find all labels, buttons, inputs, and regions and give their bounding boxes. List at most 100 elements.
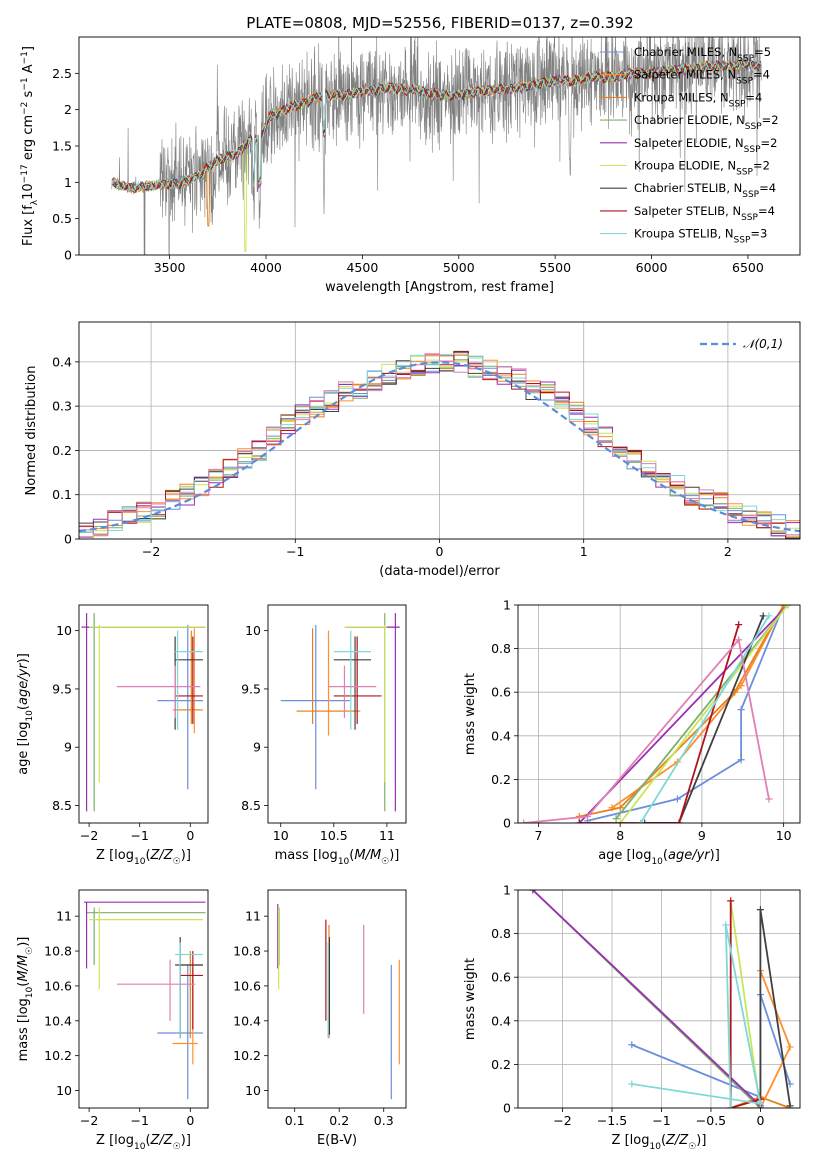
series-line [729, 900, 762, 1108]
series-marker [616, 804, 624, 812]
x-tick-label: 0 [186, 828, 194, 843]
y-tick-label: 0 [64, 532, 72, 547]
legend-entry: Kroupa MILES, NSSP=4 [634, 90, 762, 109]
y-axis-label: mass weight [463, 673, 478, 755]
y-axis-label: Normed distribution [24, 366, 39, 496]
x-tick-label: 0 [436, 544, 444, 559]
label-part: Z/Z [665, 1133, 689, 1148]
label-part: age [log [16, 722, 31, 775]
model-8 [111, 58, 761, 192]
legend-entry: Chabrier MILES, NSSP=5 [634, 45, 771, 64]
label-part: =3 [750, 227, 767, 241]
label-part: )] [181, 1133, 191, 1148]
model-5 [111, 60, 761, 252]
y-tick-label: 0.6 [491, 970, 511, 985]
label-part: M/M [16, 955, 31, 982]
y-tick-label: 0.5 [52, 211, 72, 226]
label-part: Z/Z [150, 1133, 174, 1148]
series-marker [628, 1080, 636, 1088]
y-tick-label: 8.5 [241, 798, 261, 813]
label-part: Z/Z [150, 848, 174, 863]
series-marker [727, 1104, 735, 1108]
x-tick-label: 0.3 [374, 1113, 394, 1128]
series-marker [722, 921, 730, 929]
legend-entry: 𝒩(0,1) [743, 337, 783, 351]
series-marker [529, 890, 537, 894]
x-tick-label: 10.5 [320, 828, 348, 843]
y-tick-label: 10 [245, 623, 261, 638]
label-part: 10 [134, 857, 146, 867]
series-marker [786, 1043, 794, 1051]
model-7 [111, 59, 762, 194]
y-tick-label: 8.5 [52, 798, 72, 813]
series-marker [628, 1041, 636, 1049]
y-tick-label: 0.2 [491, 1057, 511, 1072]
label-part: ☉ [25, 947, 35, 955]
plot-area [277, 903, 400, 1100]
x-tick-label: −1.5 [597, 1113, 627, 1128]
legend-entry: Chabrier STELIB, NSSP=4 [634, 181, 776, 200]
y-tick-label: 10 [56, 1083, 72, 1098]
series-marker [637, 819, 645, 823]
label-part: =4 [745, 90, 762, 104]
label-part: ( [349, 848, 354, 863]
label-part: SSP [736, 77, 753, 87]
x-tick-label: −2 [80, 1113, 98, 1128]
label-part: ] [21, 46, 36, 51]
y-tick-label: 11 [56, 909, 72, 924]
y-tick-label: 0.4 [491, 1013, 511, 1028]
plot-area [79, 350, 800, 539]
axes-frame [517, 889, 801, 1109]
x-axis-label: Z [log10(Z/Z☉)] [612, 1133, 707, 1152]
y-tick-label: 0 [64, 248, 72, 263]
x-tick-label: −1 [130, 1113, 148, 1128]
label-part: Salpeter MILES, N [634, 68, 736, 82]
label-part: Chabrier STELIB, N [634, 181, 742, 195]
series-line [523, 637, 770, 823]
y-tick-label: 1.5 [52, 139, 72, 154]
series-marker [641, 819, 649, 823]
label-part: =4 [753, 68, 770, 82]
panel-residuals: −2 −1 0 1 2 0 0.1 0.2 0.3 0.4 (data-model)/error No… [24, 321, 801, 579]
series-line [532, 890, 762, 1107]
axes-frame [78, 36, 801, 256]
plot-area [529, 890, 794, 1108]
series-marker [520, 819, 528, 823]
x-axis-label: Z [log10(Z/Z☉)] [96, 1133, 191, 1152]
x-tick-label: −1 [130, 828, 148, 843]
label-part: age [log [598, 848, 651, 863]
x-tick-label: 9 [698, 828, 706, 843]
series-marker [735, 636, 743, 644]
x-axis-label: Z [log10(Z/Z☉)] [96, 848, 191, 867]
label-part: Z [log [612, 1133, 650, 1148]
series-marker [675, 819, 683, 823]
x-axis-label: (data-model)/error [379, 564, 500, 579]
series-marker [786, 1102, 794, 1108]
label-part: Chabrier ELODIE, N [634, 113, 745, 127]
series-line [644, 615, 765, 823]
y-tick-label: 10 [245, 1083, 261, 1098]
series-line [631, 924, 762, 1108]
x-axis-label: E(B-V) [317, 1133, 357, 1148]
y-tick-label: 10 [56, 623, 72, 638]
legend-entry: Salpeter STELIB, NSSP=4 [634, 204, 775, 223]
label-part: =5 [754, 45, 771, 59]
y-tick-label: 1 [64, 175, 72, 190]
label-part: age/yr [16, 662, 31, 705]
series-marker [737, 756, 745, 764]
y-axis-label: age [log10(age/yr)] [16, 653, 35, 775]
y-tick-label: 0.1 [52, 487, 72, 502]
legend-entry: Chabrier ELODIE, NSSP=2 [634, 113, 779, 132]
panel-mass_vs_EBV: 0.1 0.2 0.3 10 10.2 10.4 10.6 10.8 11 E(B-V) [233, 889, 407, 1148]
y-tick-label: 9 [253, 740, 261, 755]
label-part: age/yr [668, 848, 711, 863]
y-tick-label: 0.2 [491, 772, 511, 787]
y-tick-label: 0.4 [491, 728, 511, 743]
y-tick-label: 0.6 [491, 685, 511, 700]
label-part: ☉ [173, 1142, 181, 1152]
series-marker [756, 906, 764, 914]
y-axis-label: Flux [fλ10−17 erg cm−2 s−1 A−1] [20, 46, 40, 246]
y-tick-label: 0.3 [52, 399, 72, 414]
